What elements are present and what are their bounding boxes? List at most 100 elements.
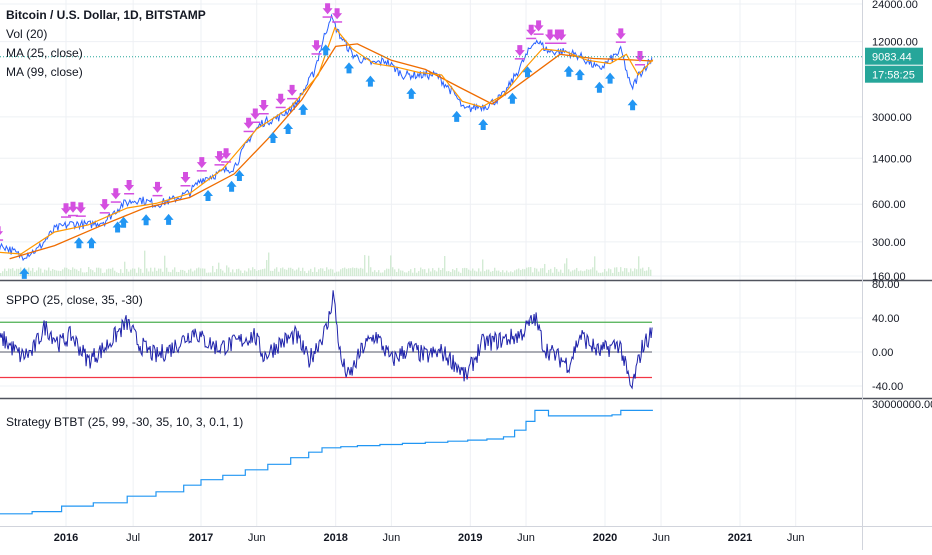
buy-arrow-icon bbox=[163, 213, 174, 225]
grid-lines bbox=[0, 0, 862, 526]
volume-bar bbox=[268, 252, 270, 276]
volume-bar bbox=[628, 272, 630, 276]
volume-bar bbox=[642, 267, 644, 276]
sell-arrow-icon bbox=[61, 203, 71, 215]
volume-bar bbox=[234, 272, 236, 276]
volume-bar bbox=[434, 270, 436, 276]
volume-bar bbox=[158, 268, 160, 276]
buy-arrow-icon bbox=[563, 65, 574, 77]
volume-bar bbox=[576, 267, 578, 276]
volume-bar bbox=[412, 272, 414, 276]
volume-bar bbox=[578, 271, 580, 276]
volume-bar bbox=[590, 269, 592, 276]
sell-arrow-icon bbox=[110, 188, 121, 200]
volume-bar bbox=[334, 272, 336, 276]
sell-arrow-icon bbox=[180, 172, 191, 183]
volume-bar bbox=[410, 269, 412, 276]
sell-bar-icon bbox=[545, 42, 555, 44]
volume-bar bbox=[608, 268, 610, 276]
volume-bar bbox=[4, 268, 6, 276]
volume-bar bbox=[252, 267, 254, 276]
volume-bar bbox=[346, 268, 348, 276]
sell-bar-icon bbox=[514, 58, 525, 60]
sell-signal-marker bbox=[332, 8, 343, 23]
volume-bar bbox=[370, 267, 372, 276]
volume-bar bbox=[198, 267, 200, 276]
volume-bar bbox=[162, 271, 164, 276]
volume-bar bbox=[170, 272, 172, 276]
sell-arrow-icon bbox=[287, 84, 298, 96]
sell-signal-marker bbox=[545, 29, 555, 44]
buy-signal-marker bbox=[627, 99, 638, 111]
volume-bar bbox=[60, 271, 62, 276]
volume-bar bbox=[462, 268, 464, 276]
volume-bar bbox=[258, 270, 260, 276]
sell-signal-marker bbox=[287, 84, 298, 100]
volume-bar bbox=[458, 271, 460, 276]
sell-signal-marker bbox=[75, 202, 86, 217]
volume-bar bbox=[524, 269, 526, 276]
strategy-indicator-label[interactable]: Strategy BTBT (25, 99, -30, 35, 10, 3, 0… bbox=[6, 415, 244, 429]
price-axis-tick-label: 24000.00 bbox=[872, 0, 918, 11]
volume-bar bbox=[500, 272, 502, 276]
volume-bar bbox=[582, 271, 584, 276]
sell-bar-icon bbox=[243, 130, 254, 133]
volume-bar bbox=[300, 270, 302, 276]
buy-arrow-icon bbox=[19, 267, 30, 279]
volume-bar bbox=[202, 268, 204, 276]
sell-bar-icon bbox=[322, 16, 333, 18]
buy-arrow-icon bbox=[118, 216, 129, 228]
volume-bar bbox=[278, 271, 280, 276]
volume-bar bbox=[104, 272, 106, 276]
sell-arrow-icon bbox=[99, 199, 110, 211]
sell-signal-marker bbox=[99, 199, 110, 214]
oscillator-pane-legend: SPPO (25, close, 35, -30) bbox=[6, 291, 143, 310]
sppo-indicator-label[interactable]: SPPO (25, close, 35, -30) bbox=[6, 293, 143, 307]
volume-bar bbox=[124, 261, 126, 276]
volume-bar bbox=[184, 270, 186, 276]
buy-signal-marker bbox=[522, 66, 533, 78]
countdown-badge-text: 17:58:25 bbox=[872, 70, 915, 82]
volume-bar bbox=[394, 269, 396, 276]
volume-bar bbox=[70, 269, 72, 276]
volume-bar bbox=[376, 272, 378, 276]
ma25-indicator-label[interactable]: MA (25, close) bbox=[6, 46, 83, 60]
volume-indicator-label[interactable]: Vol (20) bbox=[6, 27, 48, 41]
volume-bar bbox=[520, 270, 522, 276]
volume-bar bbox=[620, 267, 622, 276]
volume-bar bbox=[228, 267, 230, 276]
last-price-badge bbox=[865, 47, 923, 65]
volume-bar bbox=[8, 268, 10, 276]
volume-bar bbox=[206, 272, 208, 276]
volume-bar bbox=[454, 270, 456, 276]
volume-bar bbox=[256, 270, 258, 276]
sell-signal-marker bbox=[152, 181, 163, 197]
volume-bar bbox=[398, 268, 400, 276]
volume-bar bbox=[380, 272, 382, 276]
volume-bar bbox=[20, 267, 22, 276]
ma99-indicator-label[interactable]: MA (99, close) bbox=[6, 65, 83, 79]
volume-bar bbox=[80, 268, 82, 276]
volume-bar bbox=[276, 267, 278, 276]
volume-bar bbox=[226, 265, 228, 276]
volume-bar bbox=[426, 272, 428, 276]
sell-arrow-icon bbox=[124, 180, 135, 191]
chart-title[interactable]: Bitcoin / U.S. Dollar, 1D, BITSTAMP bbox=[6, 8, 206, 22]
buy-arrow-icon bbox=[451, 110, 462, 122]
volume-bar bbox=[420, 267, 422, 276]
sell-arrow-icon bbox=[556, 29, 567, 41]
buy-arrow-icon bbox=[478, 119, 489, 130]
sell-bar-icon bbox=[75, 215, 86, 217]
volume-bar bbox=[622, 271, 624, 276]
volume-bar bbox=[128, 271, 130, 276]
volume-bar bbox=[406, 272, 408, 276]
volume-bar bbox=[72, 267, 74, 276]
price-axis-tick-label: 300.00 bbox=[872, 237, 906, 249]
buy-signal-marker bbox=[19, 267, 30, 279]
volume-bar bbox=[416, 272, 418, 276]
volume-bar bbox=[606, 271, 608, 276]
volume-bar bbox=[302, 267, 304, 276]
volume-bar bbox=[528, 267, 530, 276]
